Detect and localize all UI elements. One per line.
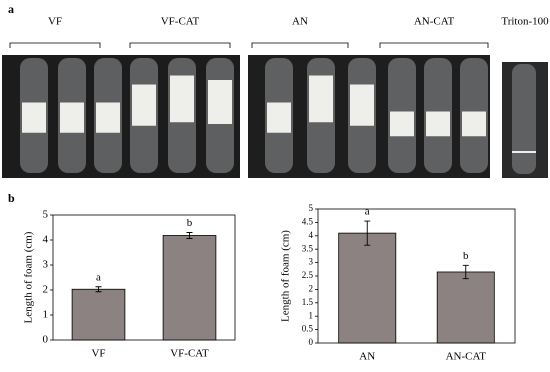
y-tick-label: 0 xyxy=(43,334,49,346)
y-tick-label: 2 xyxy=(309,283,314,293)
foam xyxy=(22,102,46,133)
y-tick-label: 2.5 xyxy=(302,270,314,280)
error-bar xyxy=(186,232,193,239)
foam xyxy=(267,102,291,133)
x-tick-label: VF xyxy=(91,348,105,360)
foam xyxy=(350,84,374,126)
foam xyxy=(426,111,450,137)
group-label: Triton-100 xyxy=(501,16,549,28)
x-tick-label: AN-CAT xyxy=(446,351,487,363)
panel-label: a xyxy=(8,2,14,16)
error-bar xyxy=(364,220,371,246)
photos xyxy=(2,55,548,178)
bracket xyxy=(129,42,231,48)
y-tick-label: 4 xyxy=(43,234,49,246)
x-tick-label: AN xyxy=(359,351,375,363)
y-tick-label: 4.5 xyxy=(302,216,314,226)
bar xyxy=(338,232,397,344)
y-tick-label: 1 xyxy=(43,309,49,321)
y-tick-label: 0.5 xyxy=(302,324,314,334)
x-tick-label: VF-CAT xyxy=(170,348,209,360)
y-tick-label: 1.5 xyxy=(302,297,314,307)
y-tick-label: 1 xyxy=(309,310,314,320)
bar xyxy=(162,235,217,341)
group-label: AN-CAT xyxy=(414,16,455,28)
y-tick-label: 3.5 xyxy=(302,243,314,253)
significance-letter: b xyxy=(463,250,469,262)
y-tick-label: 4 xyxy=(309,230,314,240)
foam xyxy=(390,111,414,137)
significance-letter: a xyxy=(96,271,101,283)
y-tick-label: 3 xyxy=(43,259,49,271)
significance-letter: a xyxy=(365,206,370,218)
group-label: AN xyxy=(292,16,308,28)
y-axis-label: Length of foam (cm) xyxy=(23,231,35,323)
foam xyxy=(309,75,333,123)
y-tick-label: 5 xyxy=(309,203,314,213)
bracket xyxy=(379,42,489,48)
y-axis-label: Length of foam (cm) xyxy=(280,230,292,322)
plot-frame xyxy=(52,214,236,341)
bar xyxy=(436,271,495,344)
foam xyxy=(60,102,84,133)
significance-letter: b xyxy=(187,217,193,229)
group-label: VF-CAT xyxy=(161,16,200,28)
bracket xyxy=(251,42,349,48)
y-tick-label: 0 xyxy=(309,337,314,347)
y-tick-label: 5 xyxy=(43,209,49,221)
photo xyxy=(502,62,548,178)
bar xyxy=(71,288,126,341)
error-bar xyxy=(95,286,102,293)
foam xyxy=(462,111,486,137)
foam xyxy=(132,84,156,126)
foam xyxy=(208,80,232,124)
foam xyxy=(96,102,120,133)
y-tick-label: 3 xyxy=(309,257,314,267)
bracket xyxy=(9,42,101,48)
group-label: VF xyxy=(48,16,62,28)
error-bar xyxy=(462,264,469,280)
panel-label: b xyxy=(8,191,15,205)
y-tick-label: 2 xyxy=(43,284,49,296)
tube xyxy=(512,64,536,174)
foam xyxy=(170,75,194,123)
